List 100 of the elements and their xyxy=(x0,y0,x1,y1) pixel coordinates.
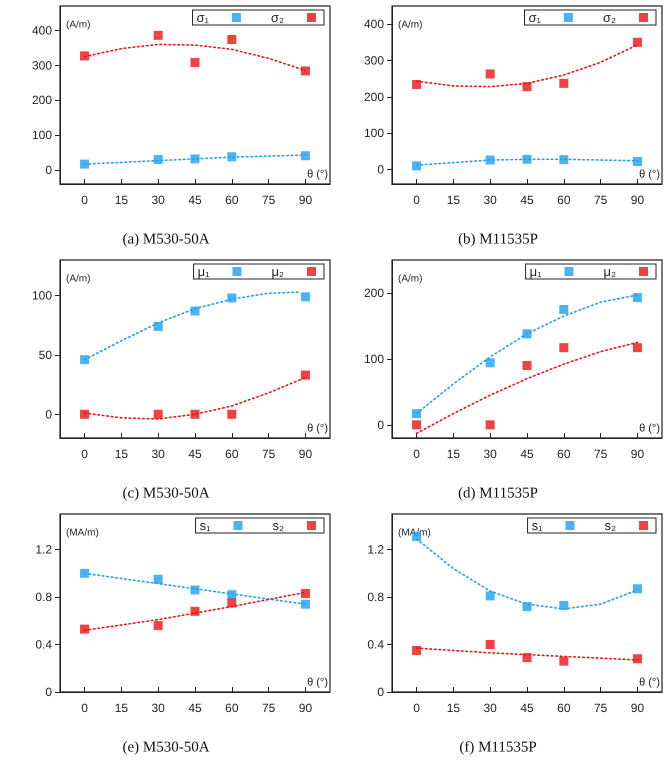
x-tick-label: 45 xyxy=(520,193,534,207)
y-tick-label: 200 xyxy=(32,93,52,108)
legend-label: μ₂ xyxy=(271,264,284,279)
x-tick-label: 90 xyxy=(298,701,312,715)
x-tick-label: 30 xyxy=(152,701,166,715)
point xyxy=(80,51,90,60)
point xyxy=(300,370,310,380)
x-tick-label: 15 xyxy=(446,447,460,461)
legend-label: s₂ xyxy=(604,518,616,533)
y-axis-title: (A/m) xyxy=(66,274,90,284)
x-axis-title: θ (°) xyxy=(639,676,660,688)
point xyxy=(412,646,422,655)
point xyxy=(486,156,495,165)
x-tick-label: 75 xyxy=(262,701,276,715)
point xyxy=(190,585,200,594)
point xyxy=(227,598,236,608)
point xyxy=(486,420,495,430)
point xyxy=(522,653,532,662)
point xyxy=(522,329,532,338)
text: (e) M530-50A xyxy=(122,740,210,756)
x-tick-label: 15 xyxy=(114,447,128,461)
legend-label: σ₁ xyxy=(528,10,542,25)
y-tick-label: 1.2 xyxy=(367,542,384,557)
x-tick-label: 45 xyxy=(188,701,202,715)
x-tick-label: 75 xyxy=(594,447,608,461)
x-tick-label: 60 xyxy=(557,701,571,715)
point xyxy=(190,306,200,316)
y-tick-label: 100 xyxy=(364,352,384,366)
point xyxy=(559,78,568,88)
point xyxy=(154,621,163,630)
point xyxy=(412,420,422,430)
legend-label: μ₁ xyxy=(530,264,542,279)
y-axis-title: (A/m) xyxy=(398,274,422,284)
point xyxy=(80,624,90,634)
text: (f) M11535P xyxy=(459,740,537,756)
point xyxy=(632,584,642,594)
y-tick-label: 0 xyxy=(377,418,384,432)
point xyxy=(190,154,200,164)
point xyxy=(522,360,532,370)
point xyxy=(190,410,200,419)
point xyxy=(412,409,422,418)
x-axis-title: θ (°) xyxy=(307,422,328,434)
point xyxy=(80,355,90,364)
x-axis-title: θ (°) xyxy=(307,168,328,180)
x-tick-label: 90 xyxy=(630,701,644,715)
y-axis-title: (MA/m) xyxy=(398,528,431,538)
x-tick-label: 0 xyxy=(413,701,420,715)
x-tick-label: 75 xyxy=(594,193,608,207)
y-tick-label: 400 xyxy=(32,23,52,38)
y-tick-label: 0 xyxy=(45,163,52,178)
point xyxy=(227,293,236,302)
point xyxy=(300,292,310,302)
point xyxy=(227,590,236,600)
x-tick-label: 30 xyxy=(484,447,498,461)
x-tick-label: 0 xyxy=(81,701,88,715)
point xyxy=(632,293,642,302)
point xyxy=(80,410,90,419)
point xyxy=(559,155,568,164)
x-tick-label: 15 xyxy=(446,701,460,715)
point xyxy=(486,358,495,368)
y-tick-label: 400 xyxy=(364,17,384,32)
y-tick-label: 0 xyxy=(45,685,52,699)
y-tick-label: 300 xyxy=(364,53,384,68)
point xyxy=(559,600,568,610)
x-tick-label: 60 xyxy=(225,447,239,461)
x-tick-label: 15 xyxy=(114,701,128,715)
point xyxy=(154,30,163,40)
legend-label: σ₂ xyxy=(602,10,616,25)
point xyxy=(486,640,495,650)
y-tick-label: 0.8 xyxy=(35,590,52,604)
x-axis-title: θ (°) xyxy=(639,422,660,434)
point xyxy=(632,343,642,352)
point xyxy=(486,69,495,78)
x-tick-label: 30 xyxy=(152,193,166,207)
x-tick-label: 60 xyxy=(225,193,239,207)
point xyxy=(632,38,642,47)
x-tick-label: 75 xyxy=(262,193,276,207)
point xyxy=(154,155,163,164)
x-tick-label: 0 xyxy=(81,193,88,207)
legend-label: σ₁ xyxy=(196,10,210,25)
y-tick-label: 0.4 xyxy=(35,638,52,652)
x-tick-label: 90 xyxy=(298,193,312,207)
x-tick-label: 60 xyxy=(557,447,571,461)
point xyxy=(486,591,495,600)
y-axis-title: (MA/m) xyxy=(66,528,99,538)
y-axis-title: (A/m) xyxy=(398,20,422,30)
x-tick-label: 90 xyxy=(298,447,312,461)
x-tick-label: 45 xyxy=(520,701,534,715)
x-axis-title: θ (°) xyxy=(307,676,328,688)
legend-label: s₁ xyxy=(200,518,212,533)
point xyxy=(522,82,532,92)
x-tick-label: 0 xyxy=(413,193,420,207)
y-axis-title: (A/m) xyxy=(66,20,90,30)
text: (d) M11535P xyxy=(458,486,538,502)
x-tick-label: 60 xyxy=(225,701,239,715)
x-tick-label: 0 xyxy=(81,447,88,461)
x-tick-label: 15 xyxy=(446,193,460,207)
x-tick-label: 45 xyxy=(188,193,202,207)
text: (c) M530-50A xyxy=(122,486,210,502)
x-tick-label: 15 xyxy=(114,193,128,207)
